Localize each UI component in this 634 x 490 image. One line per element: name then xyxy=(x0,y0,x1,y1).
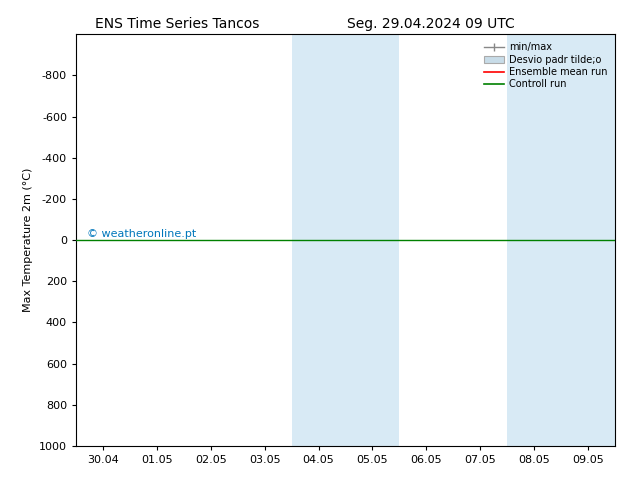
Text: Seg. 29.04.2024 09 UTC: Seg. 29.04.2024 09 UTC xyxy=(347,17,515,31)
Y-axis label: Max Temperature 2m (°C): Max Temperature 2m (°C) xyxy=(23,168,34,312)
Bar xyxy=(507,34,615,446)
Legend: min/max, Desvio padr tilde;o, Ensemble mean run, Controll run: min/max, Desvio padr tilde;o, Ensemble m… xyxy=(481,39,610,92)
Text: © weatheronline.pt: © weatheronline.pt xyxy=(87,229,196,239)
Bar xyxy=(292,34,399,446)
Text: ENS Time Series Tancos: ENS Time Series Tancos xyxy=(95,17,260,31)
